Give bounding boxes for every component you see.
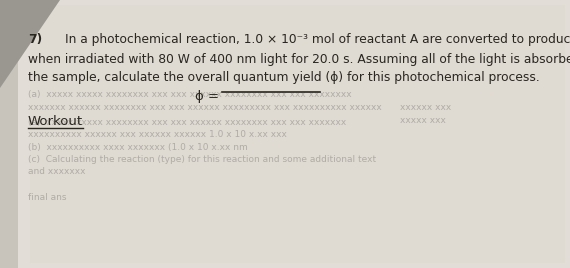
Text: when irradiated with 80 W of 400 nm light for 20.0 s. Assuming all of the light : when irradiated with 80 W of 400 nm ligh… (28, 53, 570, 66)
Text: xxxxxx xxx: xxxxxx xxx (400, 103, 451, 112)
Text: In a photochemical reaction, 1.0 × 10⁻³ mol of reactant A are converted to produ: In a photochemical reaction, 1.0 × 10⁻³ … (65, 33, 570, 46)
FancyBboxPatch shape (30, 5, 565, 263)
Text: xxxxx xxx: xxxxx xxx (400, 116, 446, 125)
Text: and xxxxxxx: and xxxxxxx (28, 167, 86, 176)
Text: (b)  xxxxxxxxxx xxxx xxxxxxx (1.0 x 10 x.xx nm: (b) xxxxxxxxxx xxxx xxxxxxx (1.0 x 10 x.… (28, 143, 248, 152)
Text: xxxxxxx xxxxxx xxxxxxxx xxx xxx xxxxxx xxxxxxxxx xxx xxxxxxxxxx xxxxxx: xxxxxxx xxxxxx xxxxxxxx xxx xxx xxxxxx x… (28, 103, 382, 112)
Text: (a)  xxxxx xxxxx xxxxxxxx xxx xxx xxxxxx xxxxxxxx xxx xxx xxxxxxx: (a) xxxxx xxxxx xxxxxxxx xxx xxx xxxxxx … (28, 118, 346, 127)
Polygon shape (0, 0, 60, 88)
Text: ϕ =: ϕ = (195, 90, 223, 103)
Text: Workout: Workout (28, 115, 83, 128)
FancyBboxPatch shape (18, 0, 570, 268)
Text: the sample, calculate the overall quantum yield (ϕ) for this photochemical proce: the sample, calculate the overall quantu… (28, 71, 540, 84)
Text: (a)  xxxxx xxxxx xxxxxxxx xxx xxx xxxxxx xxxxxxxx xxx xxx xxxxxxxx: (a) xxxxx xxxxx xxxxxxxx xxx xxx xxxxxx … (28, 90, 352, 99)
Text: 7): 7) (28, 33, 42, 46)
Text: (c)  Calculating the reaction (type) for this reaction and some additional text: (c) Calculating the reaction (type) for … (28, 155, 376, 164)
Text: final ans: final ans (28, 193, 67, 202)
Text: xxxxxxxxxx xxxxxx xxx xxxxxx xxxxxx 1.0 x 10 x.xx xxx: xxxxxxxxxx xxxxxx xxx xxxxxx xxxxxx 1.0 … (28, 130, 287, 139)
